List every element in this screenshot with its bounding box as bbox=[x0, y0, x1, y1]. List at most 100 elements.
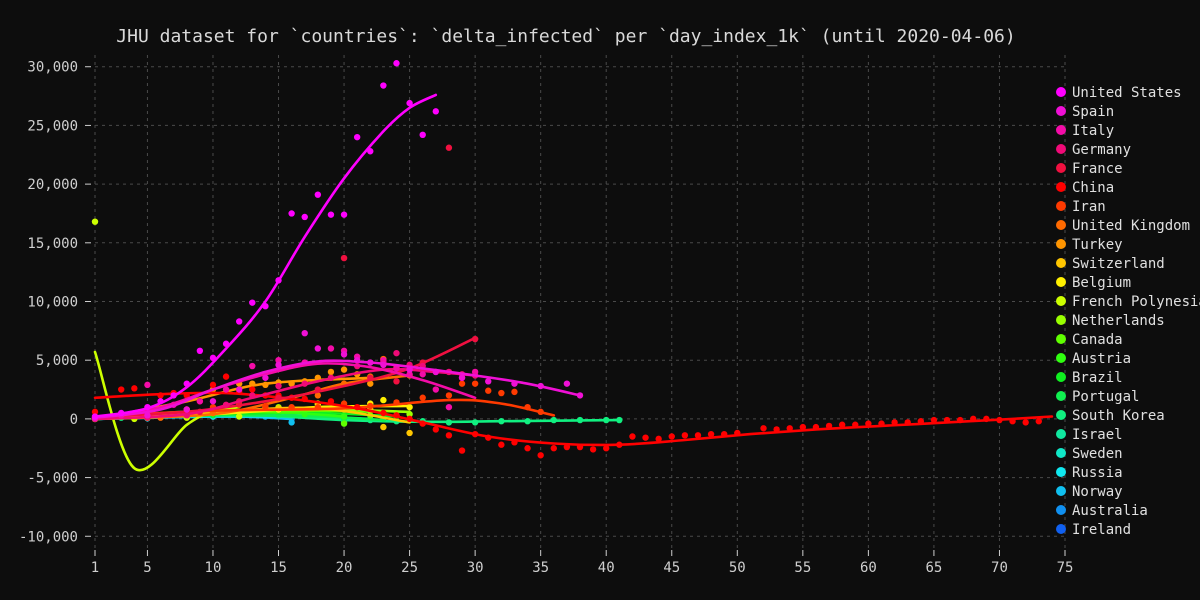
x-tick-label: 45 bbox=[663, 560, 680, 576]
data-point bbox=[485, 387, 492, 394]
legend-item: Spain bbox=[1056, 104, 1114, 120]
x-tick-label: 5 bbox=[143, 560, 151, 576]
legend-marker bbox=[1056, 258, 1066, 268]
data-point bbox=[340, 420, 348, 427]
data-point bbox=[930, 416, 938, 424]
legend-item: Switzerland bbox=[1056, 256, 1165, 272]
data-point bbox=[458, 374, 466, 381]
y-tick-label: 5,000 bbox=[36, 353, 78, 369]
data-point bbox=[852, 421, 859, 428]
data-point bbox=[118, 386, 125, 393]
data-point bbox=[799, 423, 807, 431]
data-point bbox=[288, 419, 295, 426]
data-point bbox=[380, 409, 387, 417]
data-point bbox=[393, 378, 400, 385]
data-point bbox=[458, 447, 466, 454]
data-point bbox=[249, 386, 256, 393]
legend-marker bbox=[1056, 429, 1066, 439]
data-point bbox=[144, 412, 151, 419]
data-point bbox=[144, 381, 151, 389]
data-point bbox=[314, 386, 322, 393]
data-point bbox=[550, 445, 557, 452]
data-point bbox=[406, 99, 413, 107]
legend-marker bbox=[1056, 106, 1066, 116]
data-point bbox=[196, 398, 204, 405]
data-point bbox=[707, 430, 715, 438]
data-point bbox=[209, 398, 217, 405]
data-point bbox=[314, 392, 322, 399]
legend-item: Austria bbox=[1056, 351, 1131, 367]
legend-label: South Korea bbox=[1072, 408, 1165, 424]
data-point bbox=[262, 302, 269, 310]
data-point bbox=[576, 416, 584, 424]
data-point bbox=[445, 392, 453, 399]
data-point bbox=[275, 361, 282, 369]
data-point bbox=[340, 366, 348, 373]
data-point bbox=[668, 433, 675, 440]
legend-marker bbox=[1056, 125, 1066, 135]
data-point bbox=[485, 378, 492, 385]
y-tick-label: 30,000 bbox=[27, 60, 78, 76]
data-point bbox=[393, 399, 400, 406]
data-point bbox=[760, 425, 767, 432]
data-point bbox=[314, 403, 322, 411]
data-point bbox=[301, 395, 308, 403]
data-point bbox=[314, 345, 322, 352]
data-point bbox=[144, 403, 151, 411]
y-tick-label: 20,000 bbox=[27, 177, 78, 193]
data-point bbox=[393, 412, 400, 419]
data-point bbox=[91, 413, 99, 420]
legend-item: Canada bbox=[1056, 332, 1123, 348]
data-point bbox=[1009, 418, 1016, 425]
data-point bbox=[301, 380, 308, 387]
data-point bbox=[720, 430, 728, 438]
data-point bbox=[353, 356, 361, 364]
trend-line bbox=[93, 336, 477, 418]
data-point bbox=[222, 401, 230, 408]
data-point bbox=[262, 402, 269, 410]
data-point bbox=[786, 425, 793, 432]
y-tick-label: -10,000 bbox=[19, 529, 78, 545]
data-point bbox=[340, 254, 348, 262]
x-tick-label: 30 bbox=[467, 560, 484, 576]
data-point bbox=[118, 409, 125, 417]
data-point bbox=[970, 415, 977, 423]
data-point bbox=[603, 445, 610, 452]
data-point bbox=[380, 356, 387, 364]
legend-label: Brazil bbox=[1072, 370, 1123, 386]
data-point bbox=[301, 213, 308, 221]
x-tick-label: 50 bbox=[729, 560, 746, 576]
data-point bbox=[249, 362, 256, 370]
data-point bbox=[537, 382, 544, 390]
data-point bbox=[209, 381, 217, 389]
data-point bbox=[393, 365, 400, 372]
data-point bbox=[616, 416, 623, 424]
data-point bbox=[275, 356, 282, 364]
x-tick-label: 70 bbox=[991, 560, 1008, 576]
data-point bbox=[655, 435, 662, 443]
legend-label: Iran bbox=[1072, 199, 1106, 215]
data-point bbox=[249, 380, 256, 387]
legend-label: Germany bbox=[1072, 142, 1131, 158]
x-tick-label: 1 bbox=[91, 560, 99, 576]
legend-label: Italy bbox=[1072, 123, 1114, 139]
data-point bbox=[327, 398, 335, 405]
data-point bbox=[471, 335, 479, 343]
data-point bbox=[865, 420, 872, 427]
chart-title: JHU dataset for `countries`: `delta_infe… bbox=[116, 26, 1015, 47]
legend-marker bbox=[1056, 486, 1066, 496]
legend-marker bbox=[1056, 391, 1066, 401]
data-point bbox=[288, 210, 295, 217]
legend-item: Australia bbox=[1056, 503, 1148, 519]
data-point bbox=[432, 368, 440, 376]
legend-item: France bbox=[1056, 161, 1123, 177]
legend-label: Austria bbox=[1072, 351, 1131, 367]
data-point bbox=[642, 434, 649, 441]
legend-item: Brazil bbox=[1056, 370, 1123, 386]
legend-marker bbox=[1056, 296, 1066, 306]
data-point bbox=[576, 392, 584, 399]
legend-marker bbox=[1056, 87, 1066, 97]
data-point bbox=[458, 380, 466, 387]
x-tick-label: 65 bbox=[925, 560, 942, 576]
data-point bbox=[353, 133, 361, 141]
